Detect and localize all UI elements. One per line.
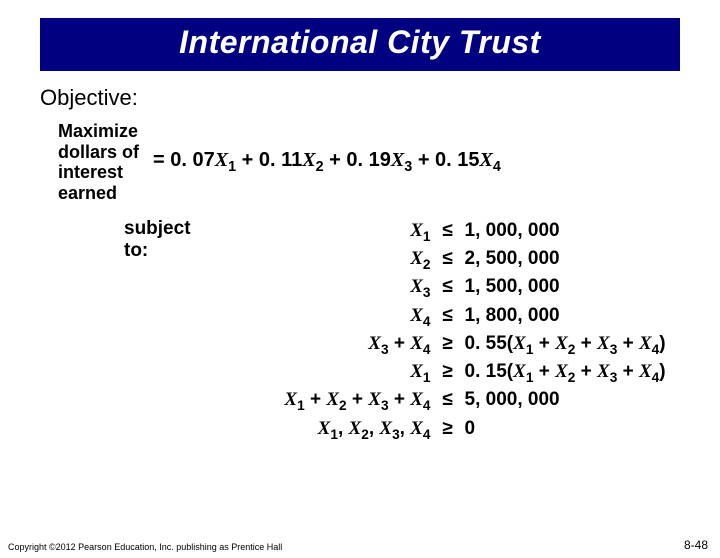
constraints-grid: X1≤1, 000, 000X2≤2, 500, 000X3≤1, 500, 0… [191, 218, 720, 444]
constraints-wrap: subject to: X1≤1, 000, 000X2≤2, 500, 000… [82, 218, 680, 444]
constraint-rhs: 5, 000, 000 [465, 387, 720, 415]
copyright-footer: Copyright ©2012 Pearson Education, Inc. … [8, 542, 282, 552]
constraint-rhs: 0. 15(X1 + X2 + X3 + X4) [465, 359, 720, 387]
page-title: International City Trust [52, 24, 668, 61]
constraint-lhs: X1 + X2 + X3 + X4 [191, 387, 431, 415]
objective-line: dollars of [58, 142, 139, 163]
constraint-op: ≥ [437, 331, 459, 359]
page-number: 8-48 [684, 538, 708, 552]
constraint-op: ≤ [437, 274, 459, 302]
constraint-op: ≥ [437, 416, 459, 444]
objective-row: Maximize dollars of interest earned = 0.… [58, 121, 680, 204]
objective-formula: = 0. 07X1 + 0. 11X2 + 0. 19X3 + 0. 15X4 [153, 149, 501, 175]
constraint-op: ≤ [437, 387, 459, 415]
constraint-op: ≤ [437, 246, 459, 274]
constraint-lhs: X1, X2, X3, X4 [191, 416, 431, 444]
objective-label: Objective: [40, 85, 680, 111]
title-box: International City Trust [40, 18, 680, 71]
subject-to-label: subject to: [124, 218, 191, 262]
constraint-lhs: X3 [191, 274, 431, 302]
constraint-rhs: 0 [465, 416, 720, 444]
objective-line: interest [58, 162, 139, 183]
constraint-op: ≤ [437, 303, 459, 331]
constraint-op: ≥ [437, 359, 459, 387]
constraint-op: ≤ [437, 218, 459, 246]
constraint-rhs: 0. 55(X1 + X2 + X3 + X4) [465, 331, 720, 359]
objective-line: Maximize [58, 121, 139, 142]
constraint-lhs: X4 [191, 303, 431, 331]
constraint-rhs: 1, 800, 000 [465, 303, 720, 331]
constraint-rhs: 1, 500, 000 [465, 274, 720, 302]
constraint-lhs: X1 [191, 359, 431, 387]
constraint-rhs: 2, 500, 000 [465, 246, 720, 274]
constraint-lhs: X2 [191, 246, 431, 274]
constraint-rhs: 1, 000, 000 [465, 218, 720, 246]
objective-left-text: Maximize dollars of interest earned [58, 121, 139, 204]
constraint-lhs: X3 + X4 [191, 331, 431, 359]
content-area: Objective: Maximize dollars of interest … [0, 71, 720, 444]
objective-line: earned [58, 183, 139, 204]
constraint-lhs: X1 [191, 218, 431, 246]
